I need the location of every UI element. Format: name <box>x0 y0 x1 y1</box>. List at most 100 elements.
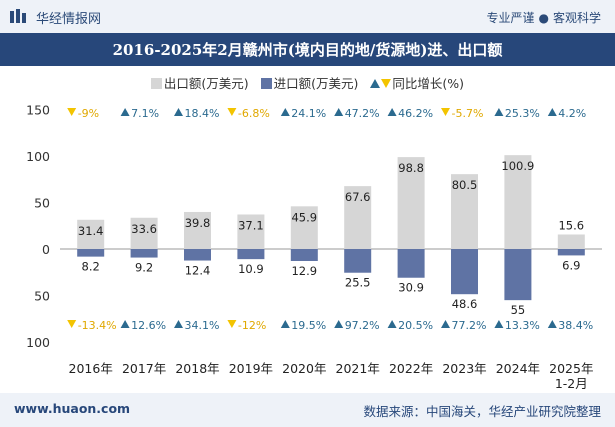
export-bar <box>77 219 105 249</box>
export-growth-up-marker <box>280 108 290 116</box>
legend-up-triangle-icon <box>370 79 381 88</box>
legend-growth-label: 同比增长(%) <box>392 76 465 91</box>
import-growth-label: 20.5% <box>398 319 433 332</box>
export-growth-label: 18.4% <box>185 107 220 120</box>
import-bar <box>237 249 265 260</box>
brand-logo-icon <box>10 9 26 23</box>
import-growth-up-marker <box>280 320 290 328</box>
import-growth-down-marker <box>227 320 237 328</box>
x-category-label: 2018年 <box>175 361 219 376</box>
bar-chart: 150 100 50 0 50 100 31.4 8.2 -9% -13.4% 2016年 33.6 9… <box>26 103 602 391</box>
export-growth-up-marker <box>334 108 344 116</box>
export-bar <box>184 211 211 249</box>
x-category-label: 1-2月 <box>555 376 588 391</box>
chart-legend: 出口额(万美元) 进口额(万美元) 同比增长(%) <box>0 73 615 93</box>
slogan-right: 客观科学 <box>552 11 601 25</box>
legend-growth: 同比增长(%) <box>370 73 464 92</box>
x-category-label: 2017年 <box>122 361 166 376</box>
import-value-label: 55 <box>511 303 526 317</box>
footer-source: 数据来源：中国海关，华经产业研究院整理 <box>363 404 601 419</box>
import-growth-label: 34.1% <box>185 319 220 332</box>
top-bar: 华经情报网 专业严谨 ● 客观科学 <box>0 0 615 33</box>
y-tick-label: 50 <box>34 196 50 211</box>
import-bar <box>557 249 585 256</box>
export-bar <box>504 155 532 249</box>
legend-import: 进口额(万美元) <box>260 73 359 92</box>
title-bar: 2016-2025年2月赣州市(境内目的地/货源地)进、出口额 <box>0 33 615 66</box>
import-bar <box>77 249 105 257</box>
import-growth-label: 77.2% <box>452 319 487 332</box>
import-bar <box>184 249 211 261</box>
export-growth-label: -6.8% <box>238 107 270 120</box>
export-bar <box>237 214 265 249</box>
import-value-label: 48.6 <box>452 297 478 311</box>
x-category-label: 2021年 <box>336 361 380 376</box>
legend-export: 出口额(万美元) <box>150 73 249 92</box>
export-growth-down-marker <box>227 108 237 116</box>
export-bar <box>344 186 372 249</box>
import-value-label: 6.9 <box>562 258 580 272</box>
x-category-label: 2023年 <box>442 361 486 376</box>
import-growth-label: 13.3% <box>505 319 540 332</box>
import-value-label: 12.9 <box>291 264 317 278</box>
export-growth-label: 46.2% <box>398 107 433 120</box>
import-growth-up-marker <box>174 320 183 328</box>
export-bar <box>451 174 478 249</box>
export-bar <box>397 157 425 249</box>
legend-import-label: 进口额(万美元) <box>273 76 359 91</box>
chart-title: 2016-2025年2月赣州市(境内目的地/货源地)进、出口额 <box>112 41 503 59</box>
import-value-label: 30.9 <box>398 281 424 295</box>
slogan-left: 专业严谨 <box>486 11 535 25</box>
import-bar <box>130 249 158 258</box>
x-category-label: 2016年 <box>69 361 113 376</box>
slogan: 专业严谨 ● 客观科学 <box>486 9 601 26</box>
import-growth-up-marker <box>494 320 504 328</box>
export-value-label: 31.4 <box>78 224 104 238</box>
export-bar <box>290 206 318 249</box>
import-bar <box>451 249 478 295</box>
import-bar <box>504 249 532 301</box>
export-growth-up-marker <box>120 108 130 116</box>
export-value-label: 45.9 <box>291 210 317 224</box>
footer-site: www.huaon.com <box>14 401 131 416</box>
export-growth-label: 47.2% <box>345 107 380 120</box>
import-value-label: 25.5 <box>345 276 371 290</box>
footer-bar: www.huaon.com 数据来源：中国海关，华经产业研究院整理 <box>0 393 615 427</box>
export-value-label: 98.8 <box>398 161 424 175</box>
x-category-label: 2025年 <box>549 361 593 376</box>
x-category-label: 2019年 <box>229 361 273 376</box>
export-growth-label: -5.7% <box>452 107 484 120</box>
export-growth-down-marker <box>441 108 450 116</box>
import-value-label: 8.2 <box>82 260 100 274</box>
export-bar <box>557 234 585 249</box>
y-tick-label: 50 <box>34 289 50 304</box>
export-growth-down-marker <box>67 108 77 116</box>
export-growth-up-marker <box>174 108 183 116</box>
export-bar <box>130 217 158 249</box>
import-growth-label: -13.4% <box>78 319 117 332</box>
import-value-label: 9.2 <box>135 261 153 275</box>
import-bar <box>397 249 425 278</box>
legend-export-label: 出口额(万美元) <box>163 76 249 91</box>
import-growth-up-marker <box>120 320 130 328</box>
y-tick-label: 0 <box>42 242 50 257</box>
import-value-label: 12.4 <box>185 264 211 278</box>
export-growth-up-marker <box>387 108 397 116</box>
import-growth-up-marker <box>547 320 557 328</box>
y-tick-label: 150 <box>26 103 50 118</box>
x-category-label: 2020年 <box>282 361 326 376</box>
import-growth-up-marker <box>334 320 344 328</box>
legend-down-triangle-icon <box>381 79 392 88</box>
import-value-label: 10.9 <box>238 262 264 276</box>
export-value-label: 80.5 <box>452 178 478 192</box>
y-tick-label: 100 <box>26 149 50 164</box>
x-category-label: 2024年 <box>496 361 540 376</box>
export-value-label: 39.8 <box>185 216 211 230</box>
export-value-label: 67.6 <box>345 190 371 204</box>
import-bar <box>344 249 372 273</box>
export-value-label: 15.6 <box>558 218 584 232</box>
export-value-label: 33.6 <box>131 222 157 236</box>
export-growth-label: 24.1% <box>291 107 326 120</box>
import-growth-up-marker <box>441 320 450 328</box>
